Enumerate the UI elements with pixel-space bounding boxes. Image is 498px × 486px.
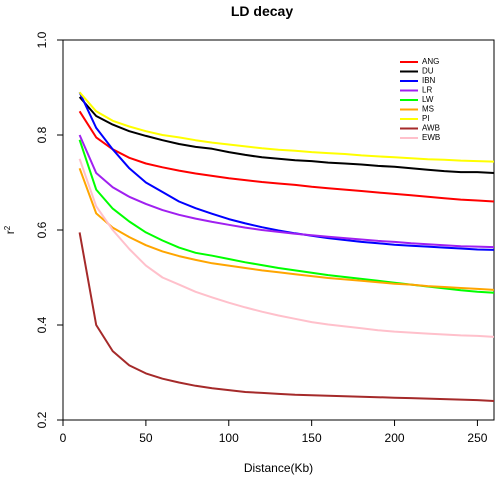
series-lines	[78, 91, 495, 402]
legend-label-pi: PI	[422, 114, 430, 123]
series-line-ewb	[78, 158, 495, 338]
legend-label-ms: MS	[422, 105, 434, 114]
y-axis-label-main: r	[3, 230, 17, 234]
legend-label-du: DU	[422, 67, 434, 76]
y-tick-label: 0.6	[35, 221, 49, 238]
series-line-ang	[78, 110, 495, 203]
legend-label-lr: LR	[422, 86, 432, 95]
chart-title: LD decay	[231, 3, 293, 19]
legend-label-ewb: EWB	[422, 133, 440, 142]
x-tick-label: 50	[139, 431, 153, 445]
series-line-pi	[78, 91, 495, 163]
x-axis-label: Distance(Kb)	[244, 461, 313, 475]
x-tick-label: 150	[302, 431, 322, 445]
y-tick-label: 0.4	[35, 316, 49, 333]
legend-label-ang: ANG	[422, 57, 439, 66]
series-line-awb	[78, 232, 495, 402]
legend-label-ibn: IBN	[422, 76, 436, 85]
y-axis-label: r2	[3, 225, 18, 234]
series-line-du	[78, 96, 495, 174]
y-axis-label-superscript: 2	[3, 225, 12, 230]
x-tick-label: 200	[385, 431, 405, 445]
x-tick-label: 0	[60, 431, 67, 445]
legend-label-lw: LW	[422, 95, 434, 104]
x-axis: 0 50 100 150 200 250	[60, 420, 488, 445]
y-tick-label: 0.2	[35, 411, 49, 428]
y-axis: 0.2 0.4 0.6 0.8 1.0	[35, 31, 63, 428]
x-tick-label: 100	[219, 431, 239, 445]
series-line-lr	[78, 134, 495, 249]
y-tick-label: 0.8	[35, 126, 49, 143]
series-line-ibn	[78, 91, 495, 251]
x-tick-label: 250	[467, 431, 487, 445]
y-tick-label: 1.0	[35, 31, 49, 48]
legend-label-awb: AWB	[422, 124, 440, 133]
series-line-ms	[78, 167, 495, 291]
